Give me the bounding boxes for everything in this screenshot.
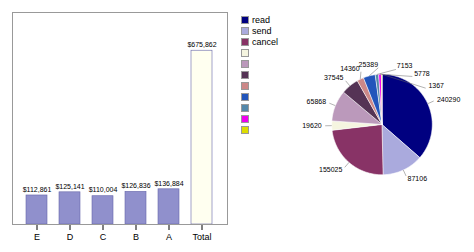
- svg-text:E: E: [34, 232, 40, 242]
- svg-text:5778: 5778: [414, 70, 430, 77]
- svg-text:$675,862: $675,862: [187, 41, 216, 48]
- svg-text:65868: 65868: [307, 98, 327, 105]
- svg-text:240290: 240290: [437, 96, 460, 103]
- svg-text:$126,836: $126,836: [121, 182, 150, 189]
- svg-text:$110,004: $110,004: [89, 186, 118, 193]
- svg-text:Total: Total: [192, 232, 211, 242]
- svg-text:25389: 25389: [359, 61, 379, 68]
- html-text:cancel: cancel: [252, 36, 278, 47]
- svg-text:$112,861: $112,861: [23, 186, 52, 193]
- svg-text:14360: 14360: [340, 65, 360, 72]
- svg-text:B: B: [133, 232, 139, 242]
- svg-text:$136,884: $136,884: [154, 180, 183, 187]
- svg-text:C: C: [100, 232, 107, 242]
- svg-text:37545: 37545: [324, 74, 344, 81]
- svg-text:87106: 87106: [408, 175, 428, 182]
- svg-text:$125,141: $125,141: [55, 183, 84, 190]
- svg-text:7153: 7153: [397, 62, 413, 69]
- svg-text:1367: 1367: [428, 82, 444, 89]
- html-text:read: read: [252, 14, 270, 25]
- html-text:send: send: [252, 25, 272, 36]
- svg-text:155025: 155025: [319, 166, 342, 173]
- svg-text:D: D: [67, 232, 74, 242]
- svg-text:19620: 19620: [302, 122, 322, 129]
- svg-text:A: A: [166, 232, 172, 242]
